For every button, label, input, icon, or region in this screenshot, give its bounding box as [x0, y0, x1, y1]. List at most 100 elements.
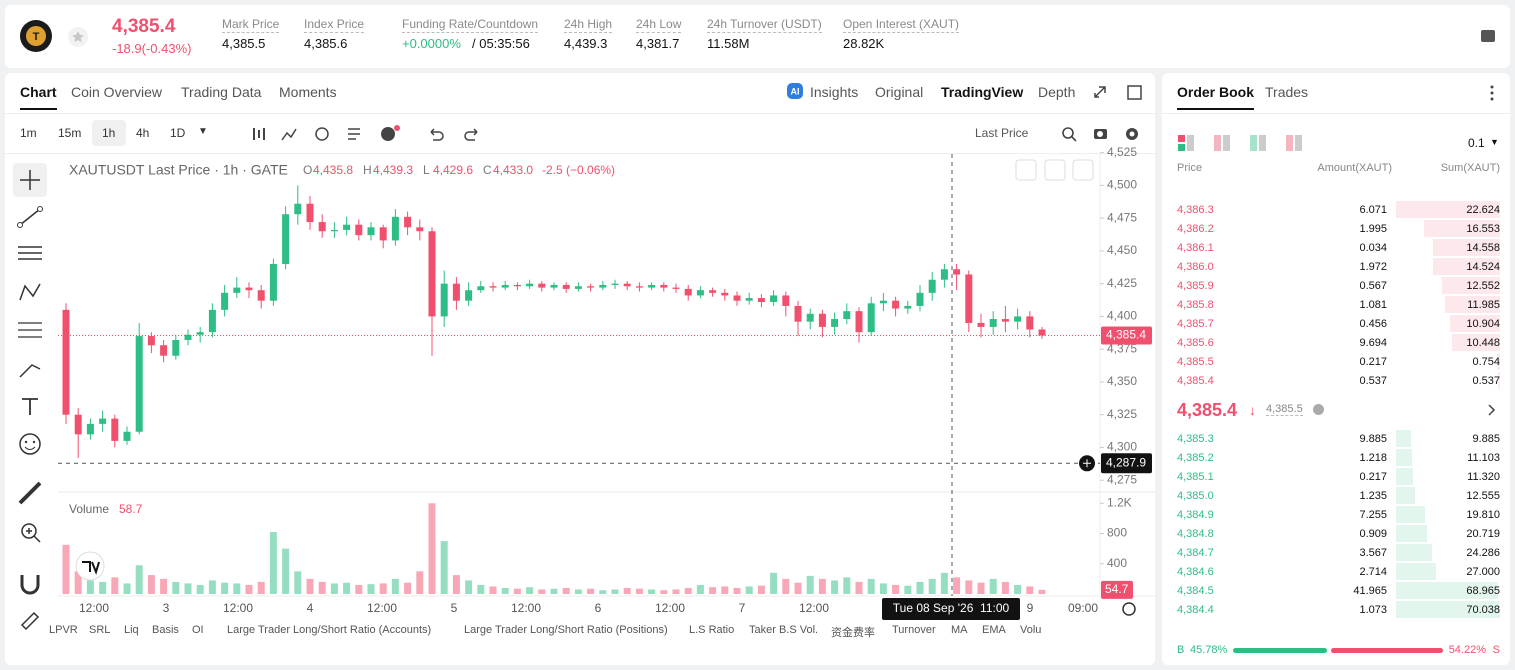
stat-label: 24h High [564, 17, 613, 33]
expand-arrow[interactable] [1486, 402, 1498, 418]
volume-bar [965, 580, 973, 594]
ratio-buy-label: B [1177, 644, 1185, 656]
favorite-star[interactable] [67, 26, 89, 48]
interval[interactable]: 4h [136, 126, 150, 140]
row-price[interactable]: 4,385.4 [1177, 375, 1214, 387]
volume-bar [367, 584, 375, 594]
row-price[interactable]: 4,384.9 [1177, 509, 1214, 521]
stat-value: 11.58M [707, 36, 750, 51]
book-tab[interactable]: Trades [1265, 84, 1309, 100]
volume-bar [782, 578, 790, 594]
stat-label: Mark Price [222, 17, 280, 33]
price-source[interactable]: Last Price [975, 126, 1029, 140]
row-price[interactable]: 4,385.1 [1177, 471, 1214, 483]
row-price[interactable]: 4,385.5 [1177, 356, 1214, 368]
indicator[interactable]: L.S Ratio [689, 624, 735, 636]
interval[interactable]: 1h [102, 126, 116, 140]
candle-body [245, 287, 253, 291]
row-sum: 20.719 [1466, 528, 1500, 540]
view-tab[interactable]: Insights [810, 84, 859, 100]
row-amount: 41.965 [1353, 585, 1387, 597]
y-tick-label: 4,275 [1107, 472, 1137, 486]
more-icon[interactable] [1487, 83, 1497, 103]
stat-value: 4,385.6 [304, 36, 348, 51]
pane-button[interactable] [1072, 159, 1094, 181]
book-tab[interactable]: Order Book [1177, 84, 1255, 110]
chart-tab[interactable]: Coin Overview [71, 84, 163, 100]
row-price[interactable]: 4,386.2 [1177, 223, 1214, 235]
depth-bar [1396, 468, 1413, 485]
interval[interactable]: 1m [20, 126, 37, 140]
chart-tab[interactable]: Chart [20, 84, 57, 110]
indicator[interactable]: Taker B.S Vol. [749, 624, 819, 636]
panel-icons[interactable] [1093, 83, 1153, 103]
book-view-icons[interactable] [1178, 135, 1308, 151]
ratio-buy-value: 45.78% [1190, 644, 1228, 656]
row-price[interactable]: 4,385.9 [1177, 280, 1214, 292]
indicator[interactable]: MA [951, 624, 968, 636]
toolbar-icons[interactable] [250, 124, 420, 144]
indicator[interactable]: Turnover [892, 624, 936, 636]
row-price[interactable]: 4,384.5 [1177, 585, 1214, 597]
candle-body [184, 334, 192, 340]
notes-icon[interactable] [1479, 27, 1497, 45]
row-price[interactable]: 4,384.8 [1177, 528, 1214, 540]
drawing-toolbar[interactable] [5, 155, 57, 635]
indicator[interactable]: OI [192, 624, 204, 636]
candle-body [794, 305, 802, 322]
indicator[interactable]: Volu [1020, 624, 1042, 636]
row-price[interactable]: 4,385.0 [1177, 490, 1214, 502]
precision[interactable]: 0.1 [1468, 136, 1485, 150]
interval[interactable]: 15m [58, 126, 82, 140]
row-price[interactable]: 4,386.1 [1177, 242, 1214, 254]
view-tab[interactable]: TradingView [941, 84, 1024, 100]
row-price[interactable]: 4,384.4 [1177, 604, 1214, 616]
chart-tools[interactable] [1060, 124, 1145, 144]
row-price[interactable]: 4,386.0 [1177, 261, 1214, 273]
indicator[interactable]: SRL [89, 624, 111, 636]
ratio-sell-bar [1331, 648, 1443, 653]
row-price[interactable]: 4,385.7 [1177, 318, 1214, 330]
row-price[interactable]: 4,384.6 [1177, 566, 1214, 578]
indicator[interactable]: Basis [152, 624, 179, 636]
row-price[interactable]: 4,385.6 [1177, 337, 1214, 349]
row-amount: 1.235 [1359, 490, 1387, 502]
indicator[interactable]: LPVR [49, 624, 78, 636]
view-tab[interactable]: Original [875, 84, 924, 100]
row-sum: 14.558 [1466, 242, 1500, 254]
interval[interactable]: 1D [170, 126, 186, 140]
candle-body [208, 309, 216, 333]
x-tick-label: 12:00 [367, 601, 397, 615]
y-tick-label: 4,375 [1107, 341, 1137, 355]
row-price[interactable]: 4,385.3 [1177, 433, 1214, 445]
pane-button[interactable] [1015, 159, 1037, 181]
pane-button[interactable] [1044, 159, 1066, 181]
volume-bar [831, 580, 839, 594]
row-amount: 0.567 [1359, 280, 1387, 292]
volume-bar [452, 575, 460, 594]
indicator[interactable]: Liq [124, 624, 139, 636]
row-price[interactable]: 4,386.3 [1177, 204, 1214, 216]
indicator[interactable]: 资金费率 [831, 627, 875, 639]
undo-redo[interactable] [425, 124, 485, 144]
candle-body [440, 283, 448, 317]
candle-body [123, 431, 131, 441]
chart-tab[interactable]: Trading Data [181, 84, 262, 100]
row-price[interactable]: 4,385.8 [1177, 299, 1214, 311]
row-price[interactable]: 4,384.7 [1177, 547, 1214, 559]
indicator[interactable]: Large Trader Long/Short Ratio (Positions… [464, 624, 668, 636]
row-sum: 22.624 [1466, 204, 1500, 216]
view-tab[interactable]: Depth [1038, 84, 1076, 100]
indicator[interactable]: Large Trader Long/Short Ratio (Accounts) [227, 624, 432, 636]
volume-bar [648, 589, 656, 594]
precision-caret[interactable]: ▼ [1490, 137, 1499, 147]
row-amount: 0.217 [1359, 471, 1387, 483]
volume-bar [111, 577, 119, 594]
chart-tab[interactable]: Moments [279, 84, 337, 100]
volume-bar [330, 583, 338, 594]
indicator[interactable]: EMA [982, 624, 1006, 636]
chart-panel: AI Chart Coin Overview Trading Data Moments… [5, 73, 1155, 665]
row-price[interactable]: 4,385.2 [1177, 452, 1214, 464]
interval-dropdown[interactable]: ▼ [198, 126, 208, 137]
stat-countdown: / 05:35:56 [472, 36, 530, 51]
